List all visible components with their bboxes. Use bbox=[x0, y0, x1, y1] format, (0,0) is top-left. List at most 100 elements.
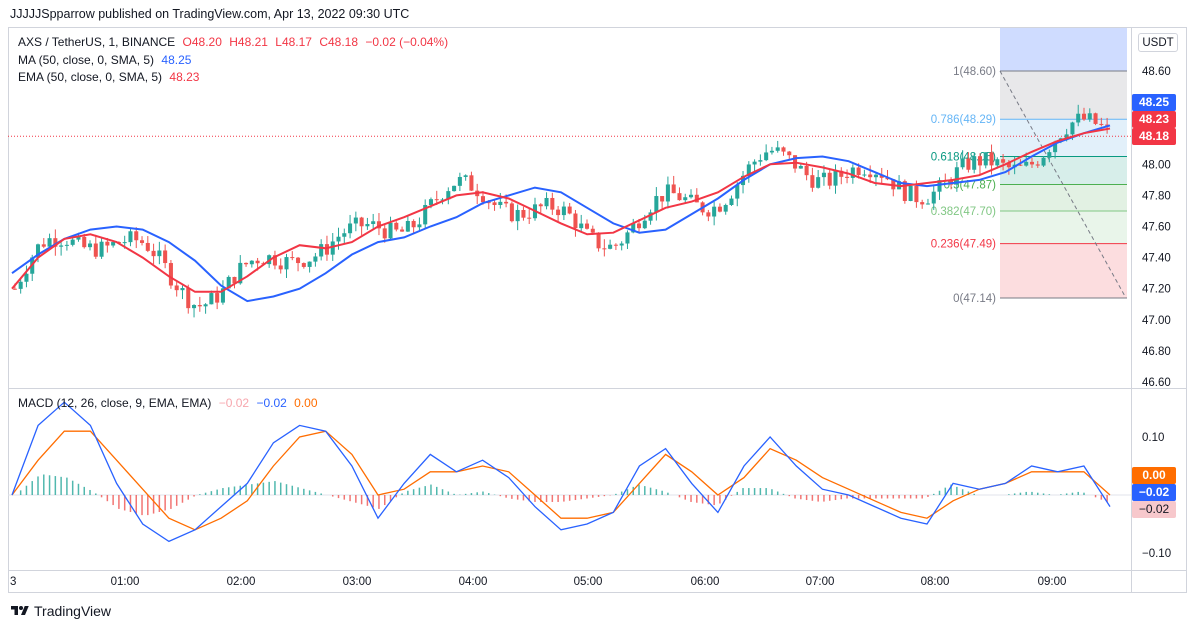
candle-body bbox=[752, 161, 757, 165]
candle-body bbox=[920, 202, 925, 205]
pane-divider[interactable] bbox=[8, 388, 1187, 389]
candle-body bbox=[1064, 134, 1069, 139]
ema-legend[interactable]: EMA (50, close, 0, SMA, 5) 48.23 bbox=[18, 70, 203, 84]
candle-body bbox=[140, 240, 145, 243]
candle-body bbox=[660, 196, 665, 202]
time-axis-tick: 08:00 bbox=[921, 576, 950, 588]
candle-body bbox=[758, 160, 763, 162]
candle-body bbox=[394, 222, 399, 230]
candle-body bbox=[642, 220, 647, 229]
candle-body bbox=[371, 221, 376, 225]
candle-body bbox=[1053, 141, 1058, 153]
candle-body bbox=[596, 232, 601, 249]
candle-body bbox=[972, 156, 977, 170]
candle-body bbox=[93, 243, 98, 257]
candle-body bbox=[845, 176, 850, 178]
candle-body bbox=[521, 209, 526, 218]
candle-body bbox=[59, 245, 64, 247]
time-axis-tick: 04:00 bbox=[459, 576, 488, 588]
symbol-name[interactable]: AXS / TetherUS, 1, BINANCE bbox=[18, 35, 176, 49]
candle-body bbox=[192, 305, 197, 309]
ma-legend-label: MA (50, close, 0, SMA, 5) bbox=[18, 53, 155, 67]
time-axis-tick: 09:00 bbox=[1038, 576, 1067, 588]
candle-body bbox=[712, 206, 717, 217]
macd-axis-tick: −0.10 bbox=[1142, 548, 1171, 560]
candle-body bbox=[1105, 124, 1110, 126]
candle-body bbox=[798, 165, 803, 169]
candle-body bbox=[977, 156, 982, 166]
price-axis-tick: 47.60 bbox=[1142, 222, 1171, 234]
macd-line bbox=[11, 401, 1111, 543]
candle-body bbox=[70, 239, 75, 245]
candle-body bbox=[810, 175, 815, 188]
candle-body bbox=[729, 198, 734, 205]
fib-zone bbox=[1000, 243, 1127, 299]
candle-body bbox=[960, 158, 965, 168]
candle-body bbox=[423, 205, 428, 225]
candle-body bbox=[827, 172, 832, 186]
candle-body bbox=[769, 150, 774, 153]
ema-legend-value: 48.23 bbox=[169, 70, 200, 84]
currency-button[interactable]: USDT bbox=[1138, 33, 1178, 52]
candle-body bbox=[272, 255, 277, 266]
macd-legend[interactable]: MACD (12, 26, close, 9, EMA, EMA) −0.02 … bbox=[18, 396, 322, 410]
candle-body bbox=[411, 220, 416, 228]
candle-body bbox=[746, 164, 751, 176]
candle-body bbox=[717, 206, 722, 212]
candle-body bbox=[764, 152, 769, 161]
candle-body bbox=[908, 185, 913, 201]
fib-zone bbox=[1000, 156, 1127, 185]
candle-body bbox=[1070, 122, 1075, 135]
macd-legend-macd: −0.02 bbox=[256, 396, 287, 410]
candle-body bbox=[324, 244, 329, 255]
candle-body bbox=[342, 233, 347, 237]
last-price-badge: 48.18 bbox=[1132, 128, 1176, 145]
chart-frame bbox=[8, 27, 1187, 593]
ohlc-open: O48.20 bbox=[182, 35, 222, 49]
candle-body bbox=[313, 256, 318, 262]
candle-body bbox=[457, 176, 462, 186]
candle-body bbox=[631, 223, 636, 233]
candle-body bbox=[873, 174, 878, 178]
candle-body bbox=[665, 184, 670, 202]
candle-body bbox=[995, 159, 1000, 166]
candle-body bbox=[463, 175, 468, 177]
candle-body bbox=[376, 221, 381, 229]
candle-body bbox=[862, 174, 867, 176]
candle-body bbox=[290, 257, 295, 259]
candle-body bbox=[128, 231, 133, 243]
candle-body bbox=[400, 229, 405, 232]
candle-body bbox=[1087, 113, 1092, 120]
candle-body bbox=[694, 194, 699, 203]
candle-body bbox=[174, 285, 179, 291]
macd-axis-tick: 0.10 bbox=[1142, 432, 1164, 444]
candle-body bbox=[469, 175, 474, 191]
candle-body bbox=[1041, 157, 1046, 166]
candle-body bbox=[879, 174, 884, 178]
candle-body bbox=[278, 265, 283, 270]
candle-body bbox=[226, 276, 231, 289]
candle-body bbox=[671, 184, 676, 194]
ma-legend-value: 48.25 bbox=[161, 53, 192, 67]
candle-body bbox=[209, 293, 214, 305]
symbol-legend: AXS / TetherUS, 1, BINANCE O48.20 H48.21… bbox=[18, 35, 452, 49]
candle-body bbox=[613, 244, 618, 246]
time-axis-tick: 02:00 bbox=[227, 576, 256, 588]
candle-body bbox=[1081, 113, 1087, 120]
candle-body bbox=[307, 261, 312, 267]
candle-body bbox=[654, 196, 659, 213]
fib-level-label: 0.236(47.49) bbox=[931, 239, 996, 251]
tradingview-brand[interactable]: TradingView bbox=[10, 603, 111, 619]
price-axis-tick: 47.20 bbox=[1142, 284, 1171, 296]
ma-legend[interactable]: MA (50, close, 0, SMA, 5) 48.25 bbox=[18, 53, 195, 67]
candle-body bbox=[348, 223, 353, 234]
candle-body bbox=[215, 293, 220, 303]
candle-body bbox=[1047, 152, 1052, 158]
fib-zone bbox=[1000, 71, 1127, 120]
candle-body bbox=[99, 241, 104, 257]
candle-body bbox=[1035, 164, 1040, 166]
candle-body bbox=[689, 194, 694, 198]
candle-body bbox=[197, 305, 202, 307]
ema-legend-label: EMA (50, close, 0, SMA, 5) bbox=[18, 70, 163, 84]
